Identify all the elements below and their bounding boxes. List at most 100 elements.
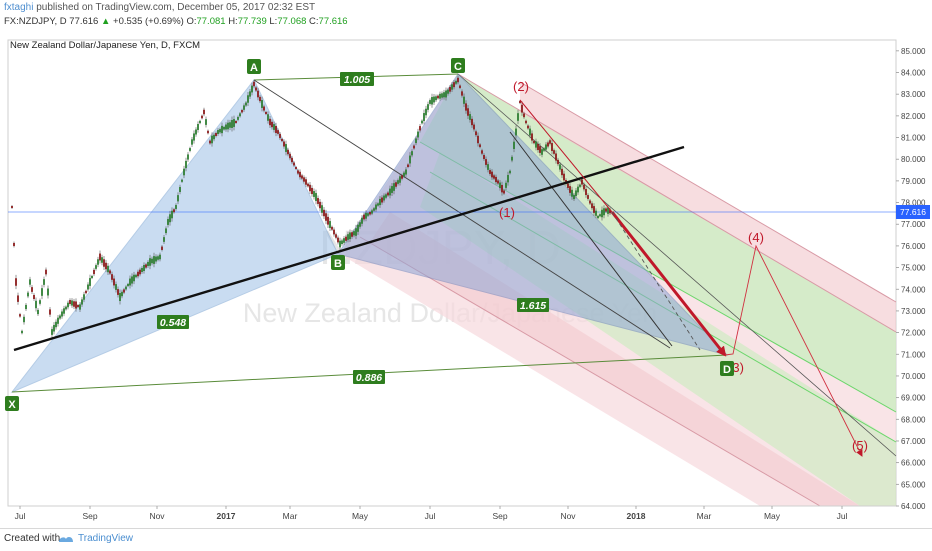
open-value: 77.081 — [196, 16, 226, 27]
candle — [29, 279, 31, 285]
candle — [267, 114, 269, 121]
candle — [25, 304, 27, 310]
candle — [573, 194, 575, 200]
candle — [53, 324, 55, 332]
candle — [75, 301, 77, 309]
candle — [535, 141, 537, 148]
author-link[interactable]: fxtaghi — [4, 2, 34, 13]
candle — [149, 258, 151, 266]
candle — [479, 144, 481, 148]
candle — [283, 141, 285, 147]
candle — [589, 200, 591, 204]
candle — [175, 205, 177, 209]
candle — [77, 304, 79, 308]
footer: Created with TradingView — [0, 528, 932, 551]
chart-canvas[interactable]: NZDJPY, D New Zealand Dollar/Japanese Ye… — [0, 32, 932, 528]
candle — [477, 135, 479, 144]
candle — [343, 238, 345, 243]
candle — [337, 237, 339, 243]
candle — [273, 124, 275, 130]
candle — [497, 180, 499, 184]
candle — [309, 184, 311, 192]
candle — [331, 226, 333, 230]
candle — [13, 242, 15, 247]
candle — [83, 294, 85, 300]
candle — [185, 160, 187, 169]
candle — [285, 144, 287, 152]
candle — [349, 232, 351, 240]
candle — [313, 191, 315, 197]
candle — [607, 207, 609, 214]
price-axis[interactable]: 85.000 84.000 83.000 82.000 81.000 80.000 79.0… — [896, 47, 926, 511]
candle — [463, 96, 465, 104]
candle — [547, 142, 549, 147]
candle — [219, 129, 221, 133]
candle — [541, 149, 543, 155]
candle — [35, 300, 37, 309]
candle — [99, 253, 101, 261]
candle — [561, 168, 563, 176]
price-tick-label: 78.000 — [901, 199, 926, 208]
candle — [557, 159, 559, 165]
candle — [89, 278, 91, 286]
candle — [489, 170, 491, 174]
candle — [571, 189, 573, 197]
candle — [599, 214, 601, 217]
low-value: 77.068 — [277, 16, 307, 27]
point-d-label: D — [723, 364, 731, 376]
candle — [61, 311, 63, 317]
candle — [383, 195, 385, 201]
candle — [421, 120, 423, 124]
time-tick-label: Sep — [82, 511, 97, 521]
candle — [417, 131, 419, 138]
candle — [437, 95, 439, 99]
candle — [129, 278, 131, 286]
time-tick-label: Nov — [149, 511, 165, 521]
candle — [281, 138, 283, 142]
price-tick-label: 84.000 — [901, 69, 926, 78]
close-value: 77.616 — [318, 16, 348, 27]
candle — [255, 87, 257, 91]
candle — [163, 237, 165, 242]
candle — [393, 183, 395, 191]
point-c-label: C — [454, 61, 462, 73]
candle — [87, 284, 89, 290]
trend-line-bold — [13, 145, 685, 352]
candle — [97, 259, 99, 265]
tradingview-logo-icon — [59, 537, 73, 542]
candle — [505, 182, 507, 188]
candle — [447, 89, 449, 94]
candle — [577, 186, 579, 193]
last-price: 77.616 — [69, 16, 99, 27]
candle — [131, 276, 133, 284]
candle — [579, 184, 581, 187]
time-tick-label: May — [352, 511, 369, 521]
candle — [461, 91, 463, 96]
candle — [551, 143, 553, 151]
candle — [569, 186, 571, 193]
candle — [277, 130, 279, 134]
candle — [263, 106, 265, 111]
candle — [115, 284, 117, 290]
candle — [37, 309, 39, 315]
candle — [49, 309, 51, 315]
time-axis[interactable]: Jul Sep Nov 2017 Mar May Jul Sep Nov 2018 Mar May Ju… — [15, 506, 848, 521]
candle — [181, 179, 183, 182]
candle — [467, 108, 469, 116]
candle — [275, 125, 277, 134]
candle — [495, 176, 497, 183]
price-tick-label: 66.000 — [901, 459, 926, 468]
candle — [151, 258, 153, 264]
candle — [295, 166, 297, 170]
time-tick-label: Jul — [425, 511, 436, 521]
tradingview-brand[interactable]: TradingView — [78, 533, 134, 544]
candle — [95, 265, 97, 269]
candle — [259, 96, 261, 102]
candle — [307, 183, 309, 187]
candle — [119, 293, 121, 301]
candle — [355, 228, 357, 236]
candle — [159, 254, 161, 260]
candle — [405, 169, 407, 175]
candle — [209, 140, 211, 144]
candle — [499, 182, 501, 189]
